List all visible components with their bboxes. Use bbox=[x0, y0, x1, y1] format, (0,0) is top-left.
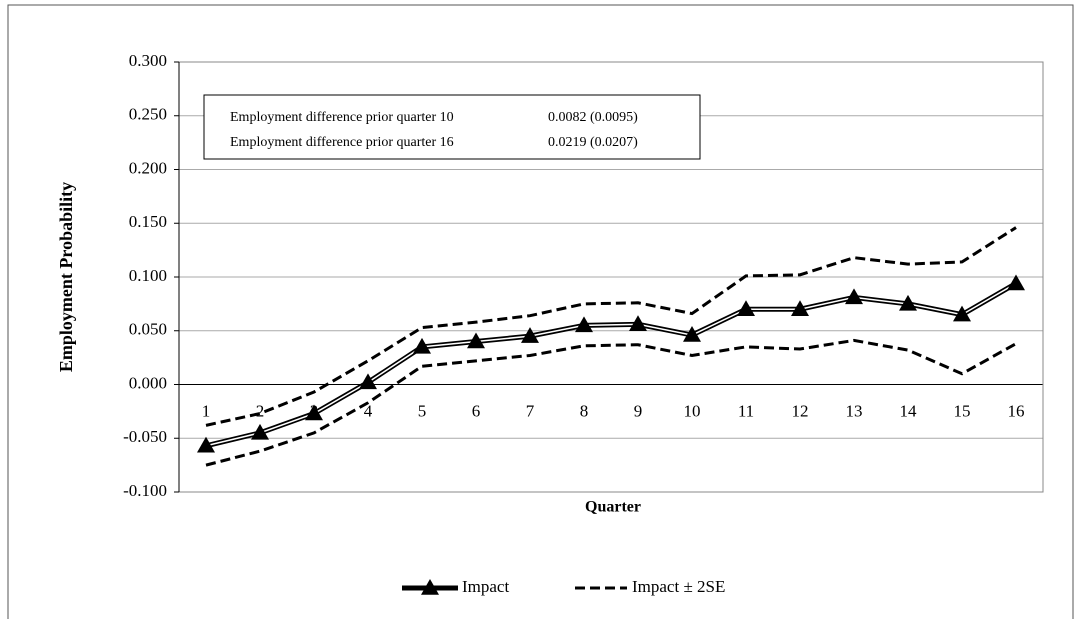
marker bbox=[359, 373, 377, 390]
legend-label: Impact ± 2SE bbox=[632, 577, 725, 596]
marker bbox=[251, 423, 269, 440]
annotation-label: Employment difference prior quarter 16 bbox=[230, 135, 454, 150]
x-tick-label: 6 bbox=[472, 401, 481, 420]
x-tick-label: 1 bbox=[202, 401, 211, 420]
marker bbox=[629, 315, 647, 332]
band-line bbox=[205, 226, 1017, 427]
series-line-outer bbox=[205, 281, 1018, 449]
y-tick-label: 0.150 bbox=[129, 212, 167, 231]
y-tick-label: 0.000 bbox=[129, 373, 167, 392]
x-tick-label: 2 bbox=[256, 401, 265, 420]
marker bbox=[737, 300, 755, 316]
x-tick-label: 12 bbox=[792, 401, 809, 420]
marker bbox=[575, 316, 593, 333]
annotation-value: 0.0219 (0.0207) bbox=[548, 135, 638, 150]
y-axis-label: Employment Probability bbox=[56, 182, 76, 372]
band-line bbox=[205, 338, 1017, 467]
chart-frame bbox=[7, 4, 1074, 624]
series-line bbox=[205, 282, 1017, 447]
y-tick-label: 0.100 bbox=[129, 266, 167, 285]
marker bbox=[683, 326, 701, 342]
marker bbox=[467, 332, 485, 349]
x-axis-label: Quarter bbox=[585, 499, 641, 516]
x-tick-label: 14 bbox=[900, 401, 918, 420]
marker bbox=[1007, 274, 1025, 291]
y-tick-label: -0.050 bbox=[123, 427, 167, 446]
marker bbox=[953, 305, 971, 322]
annotation-value: 0.0082 (0.0095) bbox=[548, 110, 638, 125]
x-tick-label: 11 bbox=[738, 401, 754, 420]
annotation-label: Employment difference prior quarter 10 bbox=[230, 110, 454, 125]
x-tick-label: 10 bbox=[684, 401, 701, 420]
marker bbox=[845, 288, 863, 305]
x-tick-label: 5 bbox=[418, 401, 427, 420]
marker bbox=[197, 436, 215, 453]
x-tick-label: 9 bbox=[634, 401, 643, 420]
x-tick-label: 13 bbox=[846, 401, 863, 420]
legend-marker bbox=[421, 579, 439, 595]
y-tick-label: 0.200 bbox=[129, 158, 167, 177]
marker bbox=[305, 404, 323, 421]
x-tick-label: 7 bbox=[526, 401, 535, 420]
marker bbox=[899, 294, 917, 311]
x-tick-label: 15 bbox=[954, 401, 971, 420]
annotation-box bbox=[203, 94, 701, 160]
marker bbox=[521, 327, 539, 343]
y-tick-label: 0.300 bbox=[129, 51, 167, 70]
legend-label: Impact bbox=[462, 577, 509, 596]
y-tick-label: 0.250 bbox=[129, 105, 167, 124]
x-tick-label: 16 bbox=[1008, 401, 1025, 420]
marker bbox=[791, 300, 809, 316]
x-tick-label: 8 bbox=[580, 401, 589, 420]
x-tick-label: 4 bbox=[364, 401, 373, 420]
y-tick-label: 0.050 bbox=[129, 320, 167, 339]
y-tick-label: -0.100 bbox=[123, 481, 167, 500]
marker bbox=[413, 337, 431, 354]
